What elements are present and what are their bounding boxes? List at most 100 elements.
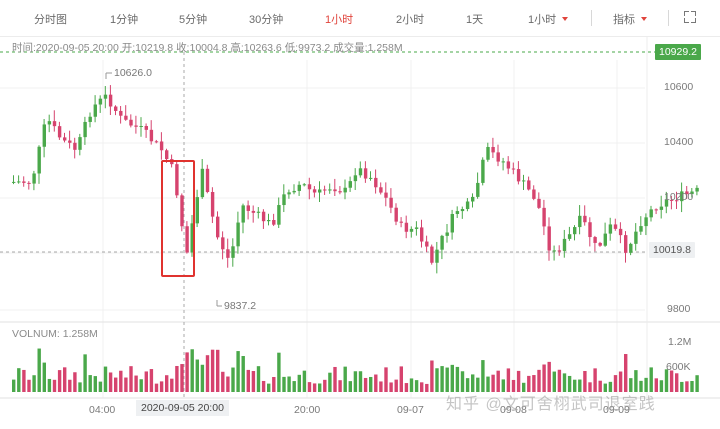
- time-tick: 09-07: [397, 404, 424, 416]
- info-close-label: 收:: [176, 42, 190, 54]
- crosshair-price-tag: 10019.8: [649, 242, 695, 258]
- candle-body: [578, 215, 582, 228]
- tab-1hour[interactable]: 1小时: [325, 14, 354, 26]
- volume-bar: [358, 371, 363, 392]
- candle-body: [358, 168, 363, 176]
- volume-bar: [608, 381, 613, 392]
- candle-body: [103, 94, 108, 99]
- tab-30min[interactable]: 30分钟: [249, 14, 284, 26]
- volume-bar: [83, 354, 87, 392]
- candle-body: [236, 222, 240, 247]
- volume-bar: [27, 379, 31, 392]
- candle-body: [297, 184, 301, 191]
- volume-bar: [394, 379, 398, 392]
- candle-body: [624, 235, 628, 253]
- candle-body: [175, 164, 179, 196]
- volume-bar: [369, 376, 373, 392]
- candle-body: [675, 200, 679, 202]
- candle-body: [226, 249, 230, 258]
- indicator-dropdown[interactable]: 指标: [613, 11, 647, 27]
- candle-body: [394, 207, 398, 222]
- candle-body: [149, 129, 154, 142]
- volume-bar: [42, 362, 46, 392]
- volume-bar: [476, 377, 480, 392]
- candle-body: [542, 207, 546, 227]
- volume-bar: [516, 370, 521, 392]
- volume-bar: [63, 367, 67, 392]
- candle-body: [190, 223, 194, 253]
- period-dropdown-label: 1小时: [528, 14, 557, 26]
- info-bar: 时间:2020-09-05 20:00 开:10219.8 收:10004.8 …: [12, 40, 403, 55]
- volume-bar: [547, 361, 551, 392]
- candle-body: [287, 192, 291, 195]
- candle-body: [256, 211, 261, 213]
- tab-5min[interactable]: 5分钟: [179, 14, 208, 26]
- candle-body: [573, 227, 577, 235]
- tab-1day[interactable]: 1天: [466, 14, 484, 26]
- candle-body: [506, 161, 511, 169]
- volume-bar: [144, 371, 148, 392]
- candle-body: [98, 98, 103, 105]
- candle-body: [404, 222, 409, 232]
- candle-body: [460, 209, 465, 212]
- volume-bar: [695, 375, 699, 392]
- candle-body: [583, 215, 587, 223]
- candle-body: [210, 191, 215, 217]
- volume-bar: [420, 382, 424, 392]
- candle-body: [511, 168, 516, 170]
- candle-body: [114, 106, 118, 111]
- candle-body: [292, 190, 296, 193]
- candle-body: [547, 226, 551, 251]
- candle-body: [618, 228, 623, 236]
- candle-body: [134, 125, 138, 127]
- candle-body: [481, 159, 485, 183]
- volume-bar: [363, 377, 368, 392]
- volume-bar: [542, 364, 546, 392]
- candle-body: [37, 146, 41, 174]
- volume-bar: [389, 382, 393, 392]
- volume-bar: [384, 367, 388, 392]
- volume-bar: [17, 368, 21, 392]
- volume-bar: [598, 380, 602, 392]
- tab-timeshare[interactable]: 分时图: [34, 14, 67, 26]
- volume-bar: [149, 369, 154, 392]
- volume-bar: [680, 381, 684, 392]
- candle-body: [119, 110, 123, 116]
- candle-body: [302, 184, 307, 186]
- candle-body: [430, 246, 434, 263]
- candle-body: [261, 211, 266, 222]
- tab-1min[interactable]: 1分钟: [110, 14, 139, 26]
- volume-bar: [593, 368, 597, 392]
- candle-body: [343, 187, 347, 193]
- candle-body: [649, 209, 653, 218]
- volume-bar: [12, 379, 16, 392]
- volume-bar: [634, 370, 638, 392]
- candle-body: [450, 213, 454, 233]
- candle-body: [63, 137, 67, 141]
- volume-bar: [471, 374, 475, 392]
- info-low: 9973.2: [298, 42, 331, 54]
- period-dropdown[interactable]: 1小时: [528, 11, 569, 27]
- candle-body: [32, 173, 36, 184]
- candle-body: [251, 210, 256, 213]
- info-high-label: 高:: [230, 42, 244, 54]
- volume-bar: [267, 383, 271, 392]
- volume-bar: [532, 375, 536, 392]
- volume-bar: [414, 380, 419, 392]
- volume-bar: [603, 383, 607, 392]
- volume-bar: [522, 382, 526, 392]
- tab-2hour[interactable]: 2小时: [396, 14, 425, 26]
- fullscreen-icon[interactable]: [684, 11, 696, 23]
- volume-bar: [272, 376, 276, 392]
- candle-body: [318, 189, 322, 193]
- toolbar-divider: [591, 10, 592, 26]
- candle-body: [690, 191, 694, 195]
- candle-body: [659, 206, 664, 210]
- volume-bar: [139, 379, 143, 392]
- candle-body: [221, 237, 225, 250]
- candlestick-chart[interactable]: [0, 36, 720, 429]
- time-tick: 09-08: [500, 404, 527, 416]
- volume-bar: [180, 364, 184, 392]
- volume-bar: [675, 373, 679, 392]
- info-time: 2020-09-05 20:00: [35, 42, 119, 54]
